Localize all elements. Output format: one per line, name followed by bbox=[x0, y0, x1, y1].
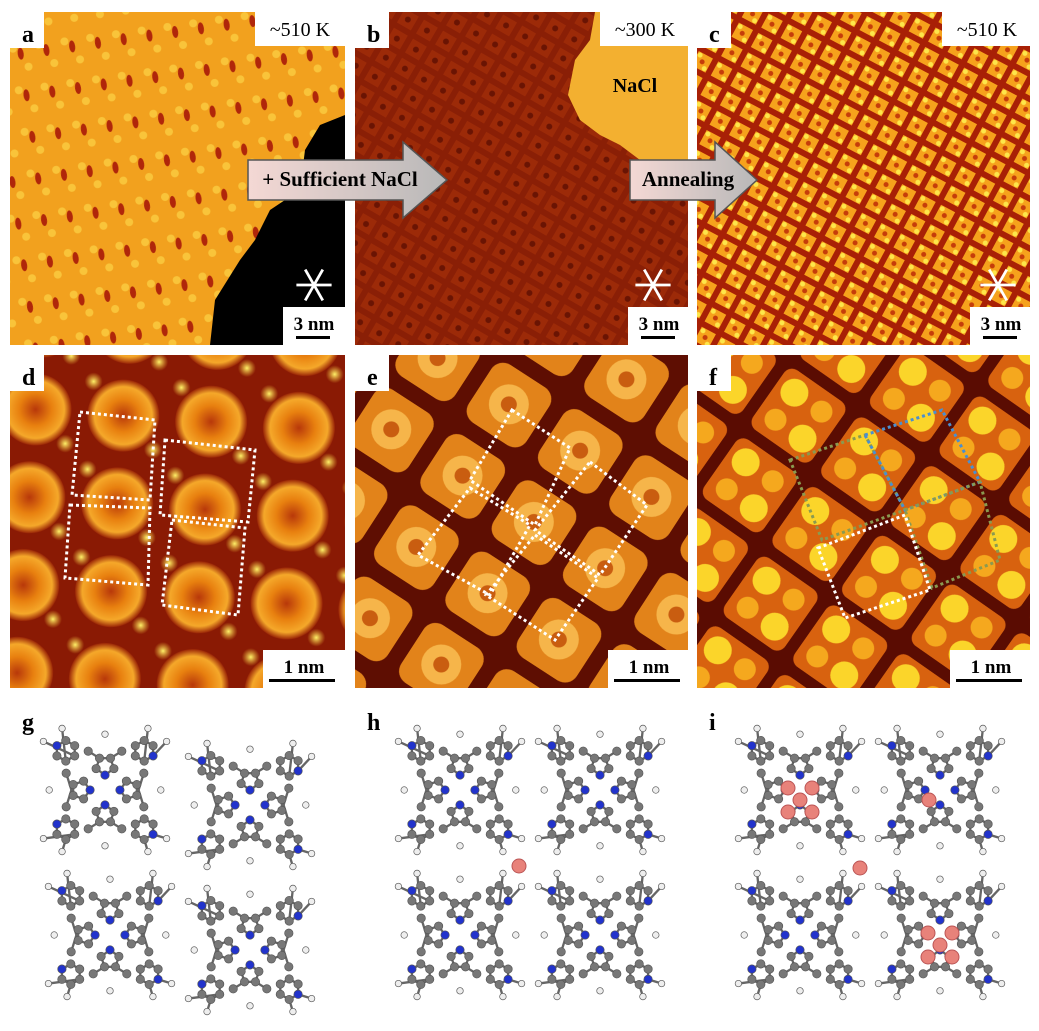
molecule bbox=[533, 723, 667, 857]
unit-cell-outline bbox=[816, 513, 932, 620]
temperature-label: ~510 K bbox=[270, 19, 331, 41]
molecule bbox=[393, 868, 527, 1002]
molecule bbox=[873, 723, 1007, 857]
stm-image bbox=[697, 355, 1030, 688]
scale-bar bbox=[983, 336, 1017, 339]
stm-image bbox=[10, 355, 345, 688]
temperature-box bbox=[600, 12, 690, 46]
panel-label: a bbox=[22, 22, 34, 48]
label-box bbox=[355, 12, 389, 48]
scale-bar bbox=[956, 679, 1022, 682]
process-arrow: + Sufficient NaCl bbox=[247, 140, 449, 220]
sodium-ion bbox=[921, 792, 937, 808]
label-box bbox=[697, 355, 731, 391]
molecule bbox=[733, 868, 867, 1002]
scale-bar-label: 1 nm bbox=[971, 657, 1012, 678]
molecular-models bbox=[38, 723, 1007, 1017]
sodium-ion bbox=[804, 804, 820, 820]
scale-bar-label: 1 nm bbox=[284, 657, 325, 678]
scale-bar bbox=[641, 336, 675, 339]
molecule bbox=[38, 723, 172, 857]
panel-label: i bbox=[709, 710, 716, 736]
unit-cell-outline bbox=[415, 407, 650, 643]
molecule bbox=[43, 868, 177, 1002]
sodium-ion bbox=[852, 860, 868, 876]
nacl-island bbox=[568, 12, 688, 170]
scale-bar bbox=[269, 679, 335, 682]
panel-label: c bbox=[709, 22, 720, 48]
molecule bbox=[733, 723, 867, 857]
sodium-ion bbox=[920, 925, 936, 941]
scale-bar-label: 3 nm bbox=[981, 314, 1022, 335]
scale-bar bbox=[614, 679, 680, 682]
panel-f bbox=[697, 355, 1030, 688]
unit-cell-outline bbox=[63, 410, 257, 617]
panel-e bbox=[355, 355, 688, 688]
panel-label: d bbox=[22, 365, 36, 391]
label-box bbox=[10, 12, 44, 48]
arrow-label: + Sufficient NaCl bbox=[262, 167, 418, 191]
panel-d bbox=[10, 355, 345, 688]
temperature-box bbox=[942, 12, 1032, 46]
arrow-label: Annealing bbox=[642, 167, 735, 191]
sodium-ion bbox=[944, 925, 960, 941]
molecule bbox=[183, 738, 317, 872]
label-box bbox=[10, 355, 44, 391]
sodium-ion bbox=[792, 792, 808, 808]
panel-label: f bbox=[709, 365, 718, 391]
molecule bbox=[183, 883, 317, 1017]
sodium-ion bbox=[804, 780, 820, 796]
sodium-ion bbox=[780, 780, 796, 796]
label-box bbox=[355, 355, 389, 391]
molecule bbox=[393, 723, 527, 857]
scale-bar-label: 3 nm bbox=[639, 314, 680, 335]
scale-bar-label: 3 nm bbox=[294, 314, 335, 335]
annotation: NaCl bbox=[613, 75, 658, 97]
temperature-label: ~510 K bbox=[957, 19, 1018, 41]
sodium-ion bbox=[920, 949, 936, 965]
panel-label: e bbox=[367, 365, 378, 391]
label-box bbox=[697, 12, 731, 48]
panel-label: g bbox=[22, 710, 34, 736]
sodium-ion bbox=[780, 804, 796, 820]
sodium-ion bbox=[932, 937, 948, 953]
panel-label: b bbox=[367, 22, 380, 48]
scale-bar-label: 1 nm bbox=[629, 657, 670, 678]
temperature-box bbox=[255, 12, 345, 46]
temperature-label: ~300 K bbox=[615, 19, 676, 41]
molecule bbox=[533, 868, 667, 1002]
panel-label: h bbox=[367, 710, 380, 736]
scale-bar bbox=[296, 336, 330, 339]
sodium-ion bbox=[944, 949, 960, 965]
molecule bbox=[873, 868, 1007, 1002]
process-arrow: Annealing bbox=[629, 140, 759, 220]
sodium-ion bbox=[511, 858, 527, 874]
